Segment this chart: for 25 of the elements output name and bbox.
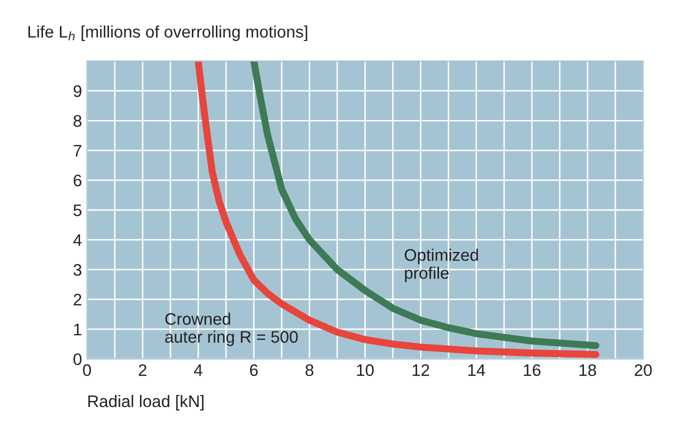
y-tick-label: 0 bbox=[74, 353, 82, 366]
x-axis-title: Radial load [kN] bbox=[88, 394, 204, 410]
x-tick-label: 10 bbox=[357, 364, 374, 376]
y-axis-title: Life L$_{h}$ [millions of overrolling motions] bbox=[28, 25, 308, 42]
x-tick-label: 4 bbox=[194, 364, 202, 376]
x-tick-label: 14 bbox=[468, 364, 486, 376]
x-tick-label: 0 bbox=[83, 364, 91, 376]
y-tick-label: 8 bbox=[74, 115, 82, 127]
y-tick-label: 6 bbox=[74, 174, 82, 186]
x-tick-label: 18 bbox=[580, 364, 596, 376]
y-tick-label: 4 bbox=[73, 234, 82, 246]
y-tick-label: 7 bbox=[74, 144, 82, 156]
x-tick-label: 16 bbox=[524, 364, 540, 376]
x-tick-label: 20 bbox=[634, 364, 652, 376]
y-tick-label: 9 bbox=[74, 85, 82, 98]
x-tick-label: 2 bbox=[138, 364, 146, 376]
x-tick-label: 6 bbox=[250, 364, 258, 376]
y-tick-label: 1 bbox=[74, 324, 82, 336]
y-tick-label: 3 bbox=[74, 264, 82, 276]
y-tick-label: 5 bbox=[74, 204, 82, 216]
y-tick-label: 2 bbox=[74, 294, 82, 306]
x-tick-label: 12 bbox=[412, 364, 430, 376]
series-label: Crowned auter ring R = 500 bbox=[165, 312, 298, 346]
series-label: Optimized profile bbox=[404, 248, 478, 282]
x-tick-label: 8 bbox=[306, 364, 314, 376]
